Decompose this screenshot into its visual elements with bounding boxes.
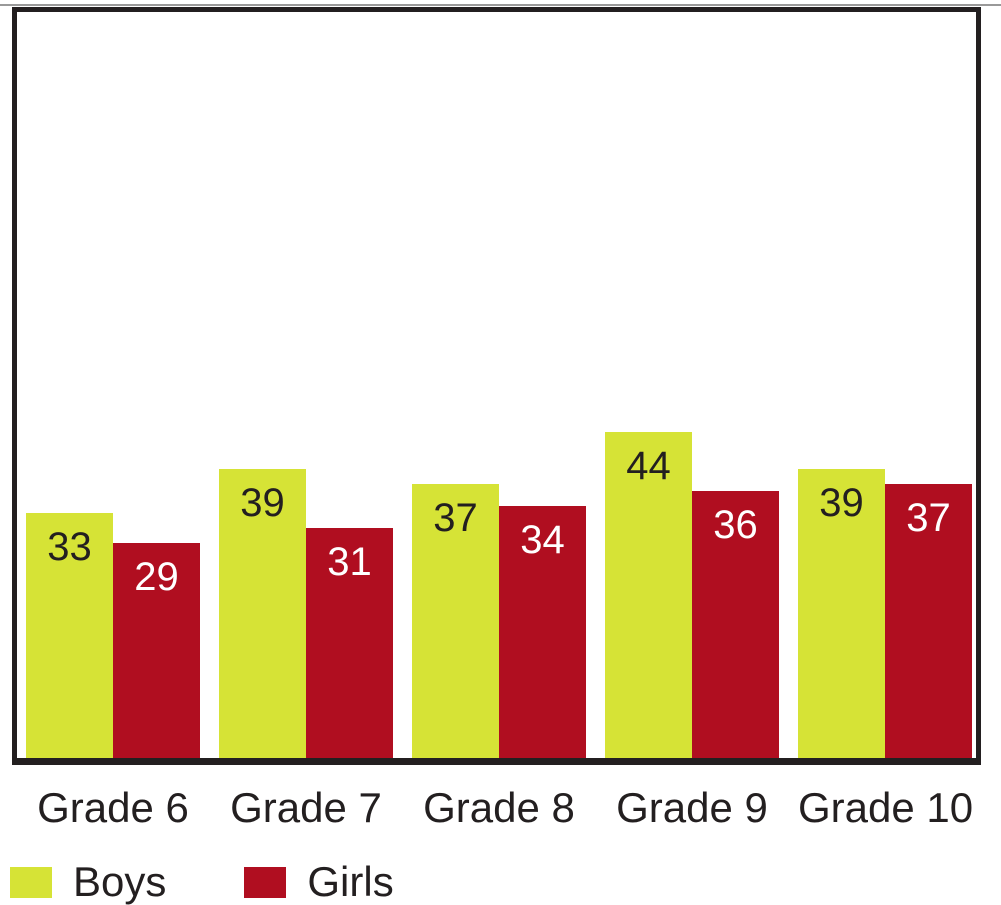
bar-value-label: 44 [626, 444, 671, 488]
girls-bar: 29 [113, 543, 200, 758]
boys-bar: 33 [26, 513, 113, 758]
x-axis-label: Grade 10 [798, 784, 974, 831]
girls-swatch-icon [244, 866, 287, 898]
boys-bar: 39 [219, 469, 306, 758]
x-axis-label: Grade 6 [37, 784, 189, 831]
boys-bar: 44 [605, 432, 692, 758]
girls-bar: 34 [499, 506, 586, 758]
legend-label: Boys [73, 858, 167, 905]
girls-bar: 36 [692, 491, 779, 758]
legend-item-girls: Girls [244, 858, 394, 905]
bar-group: 33 29 [26, 513, 200, 758]
top-divider-line [0, 4, 1001, 6]
bar-groups: 33 29 39 31 37 34 44 36 39 37 [26, 432, 972, 758]
x-axis-label: Grade 9 [616, 784, 768, 831]
bar-value-label: 31 [327, 540, 372, 584]
girls-bar: 37 [885, 484, 972, 758]
plot-area: 33 29 39 31 37 34 44 36 39 37 [12, 7, 981, 765]
bar-value-label: 37 [906, 496, 951, 540]
bar-value-label: 34 [520, 518, 565, 562]
legend: Boys Girls [10, 860, 394, 904]
bar-value-label: 36 [713, 503, 758, 547]
bar-group: 44 36 [605, 432, 779, 758]
x-axis-label: Grade 8 [423, 784, 575, 831]
x-axis-labels: Grade 6 Grade 7 Grade 8 Grade 9 Grade 10 [26, 782, 974, 834]
bar-value-label: 37 [433, 496, 478, 540]
boys-bar: 39 [798, 469, 885, 758]
legend-item-boys: Boys [10, 860, 166, 904]
bar-value-label: 39 [240, 481, 285, 525]
boys-bar: 37 [412, 484, 499, 758]
bar-value-label: 33 [47, 525, 92, 569]
girls-bar: 31 [306, 528, 393, 758]
bar-value-label: 39 [819, 481, 864, 525]
bar-group: 37 34 [412, 484, 586, 758]
bar-value-label: 29 [134, 555, 179, 599]
bar-group: 39 37 [798, 469, 972, 758]
legend-label: Girls [307, 858, 394, 905]
bar-group: 39 31 [219, 469, 393, 758]
boys-swatch-icon [10, 866, 52, 898]
x-axis-label: Grade 7 [230, 784, 382, 831]
